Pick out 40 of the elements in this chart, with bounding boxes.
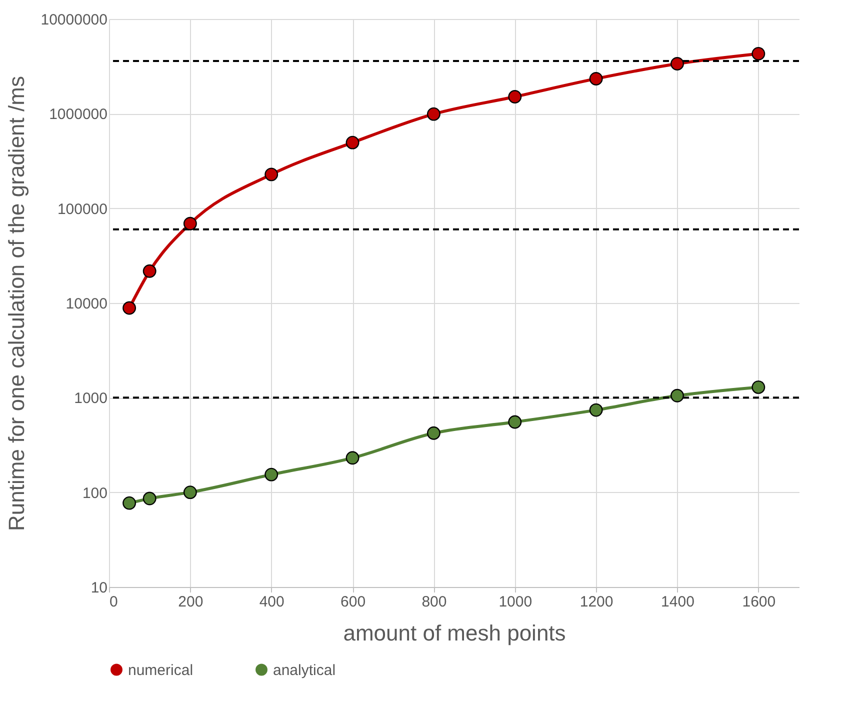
point	[589, 403, 603, 417]
legend-label: numerical	[128, 662, 194, 679]
point	[752, 46, 766, 60]
point	[346, 136, 360, 150]
y-tick-label: 10000	[66, 296, 108, 312]
point	[426, 426, 440, 440]
x-tick-label: 0	[110, 594, 118, 610]
point	[122, 301, 136, 315]
legend-label: analytical	[273, 662, 336, 679]
y-axis-title: Runtime for one calculation of the gradient /ms	[4, 76, 29, 531]
point	[183, 486, 197, 500]
x-tick-label: 1400	[661, 594, 694, 610]
x-tick-label: 1000	[498, 594, 532, 610]
point	[426, 107, 440, 121]
point	[508, 415, 522, 429]
point	[752, 380, 766, 394]
x-tick-label: 800	[422, 594, 447, 610]
x-tick-label: 200	[178, 594, 204, 610]
x-tick-label: 400	[259, 594, 284, 610]
x-tick-label: 1200	[580, 594, 614, 610]
point	[589, 72, 603, 86]
point	[670, 57, 684, 70]
y-tick-label: 1000	[74, 390, 108, 408]
y-tick-label: 10000000	[40, 12, 108, 28]
point	[264, 168, 278, 182]
y-tick-label: 100	[82, 484, 108, 502]
point	[183, 216, 197, 230]
x-tick-label: 1600	[742, 594, 776, 610]
point	[142, 264, 156, 278]
point	[142, 492, 156, 506]
x-axis-title: amount of mesh points	[343, 620, 566, 646]
y-tick-label: 10	[90, 580, 108, 596]
point	[508, 90, 522, 104]
point	[346, 451, 360, 465]
point	[264, 468, 278, 482]
point	[122, 496, 136, 510]
x-tick-label: 600	[340, 594, 366, 610]
point	[670, 388, 684, 402]
y-tick-label: 100000	[57, 200, 108, 218]
y-tick-label: 1000000	[49, 106, 108, 124]
